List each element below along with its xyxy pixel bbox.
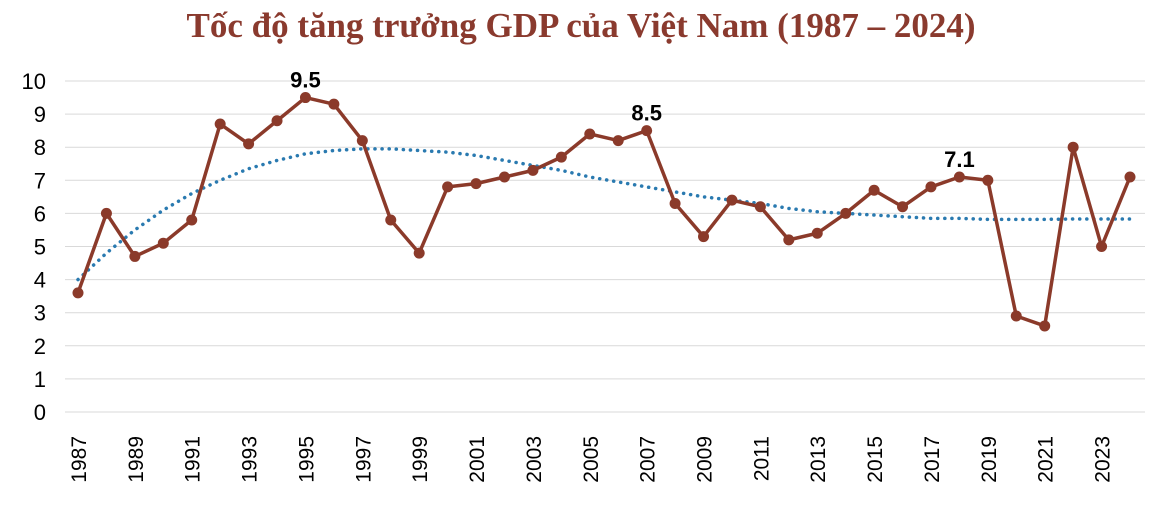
x-tick-label: 2023 — [1092, 436, 1115, 483]
data-point — [868, 184, 880, 196]
data-point — [385, 214, 397, 226]
data-point — [214, 118, 226, 130]
data-point — [641, 125, 653, 137]
data-point — [442, 181, 454, 193]
data-labels: 9.5 8.5 7.1 — [290, 68, 975, 172]
data-point — [669, 197, 681, 209]
x-tick-label: 1997 — [352, 436, 375, 483]
data-point — [1124, 171, 1136, 183]
x-tick-label: 1995 — [295, 436, 318, 483]
x-axis-ticks: 1987 1989 1991 1993 1995 1997 1999 2001 2003 2005… — [68, 436, 1115, 483]
x-tick-label: 2019 — [978, 436, 1001, 483]
x-tick-label: 2005 — [580, 436, 603, 483]
data-point — [925, 181, 937, 193]
x-tick-label: 2017 — [921, 436, 944, 483]
data-point — [157, 237, 169, 249]
data-point — [1067, 141, 1079, 153]
x-tick-label: 1991 — [182, 436, 205, 483]
data-point — [129, 250, 141, 262]
data-point — [754, 201, 766, 213]
y-tick-label: 8 — [34, 135, 46, 160]
data-point — [897, 201, 909, 213]
data-point — [726, 194, 738, 206]
data-point — [271, 115, 283, 127]
data-point — [100, 207, 112, 219]
data-point — [1096, 241, 1108, 252]
data-point — [328, 98, 340, 110]
data-point — [243, 138, 255, 150]
y-tick-label: 9 — [34, 102, 46, 127]
data-point — [555, 151, 567, 163]
x-tick-label: 2011 — [750, 436, 773, 481]
y-tick-label: 7 — [34, 168, 46, 193]
y-axis-ticks: 0 1 2 3 4 5 6 7 8 9 10 — [22, 69, 46, 425]
data-point — [299, 92, 311, 104]
x-tick-label: 1987 — [68, 436, 91, 483]
x-tick-label: 1993 — [239, 436, 262, 483]
data-point — [413, 247, 425, 259]
data-point — [584, 128, 596, 140]
x-tick-label: 2013 — [807, 436, 830, 483]
data-point — [612, 135, 624, 147]
data-point — [186, 214, 198, 226]
y-tick-label: 5 — [34, 235, 46, 260]
data-point — [527, 164, 539, 176]
data-point — [953, 171, 965, 183]
x-tick-label: 2021 — [1035, 436, 1058, 483]
data-point — [356, 135, 368, 147]
y-tick-label: 10 — [22, 69, 46, 94]
data-point — [1010, 310, 1022, 322]
y-tick-label: 6 — [34, 201, 46, 226]
series-line — [76, 95, 1132, 328]
data-point — [783, 234, 795, 246]
x-tick-label: 2001 — [466, 436, 489, 483]
x-tick-label: 2003 — [523, 436, 546, 483]
x-tick-label: 1999 — [409, 436, 432, 483]
data-point — [982, 174, 994, 186]
x-tick-label: 2007 — [637, 436, 660, 483]
y-tick-label: 1 — [34, 367, 46, 392]
data-point — [698, 231, 710, 243]
data-point — [470, 178, 482, 190]
x-tick-label: 1989 — [125, 436, 148, 483]
y-tick-label: 0 — [34, 400, 46, 425]
data-point — [72, 287, 84, 299]
y-tick-label: 3 — [34, 301, 46, 326]
x-tick-label: 2015 — [864, 436, 887, 483]
y-tick-label: 2 — [34, 334, 46, 359]
data-point — [498, 171, 510, 183]
data-point — [840, 207, 852, 219]
y-tick-label: 4 — [34, 268, 46, 293]
data-label: 9.5 — [290, 68, 321, 93]
data-label: 8.5 — [631, 101, 662, 126]
data-label: 7.1 — [944, 147, 975, 172]
data-point — [811, 227, 823, 239]
data-point — [1039, 320, 1051, 332]
x-tick-label: 2009 — [694, 436, 717, 483]
chart-title: Tốc độ tăng trưởng GDP của Việt Nam (198… — [186, 6, 976, 45]
series-layer — [72, 92, 1136, 332]
